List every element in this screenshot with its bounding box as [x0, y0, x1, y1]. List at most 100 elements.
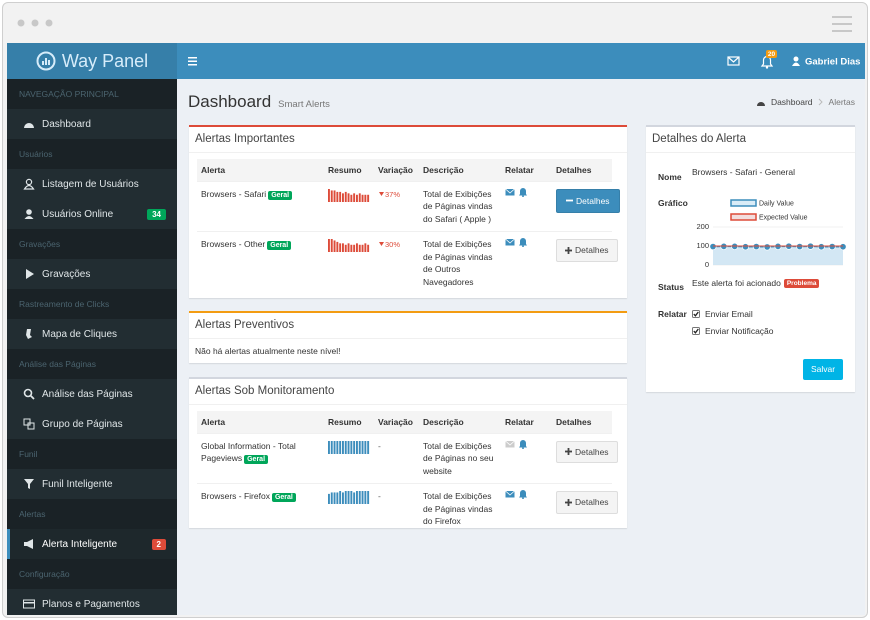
alert-name: Browsers - Other: [201, 239, 266, 249]
sidebar-item[interactable]: Listagem de Usuários: [7, 169, 177, 199]
sidebar-item[interactable]: Funil Inteligente: [7, 469, 177, 499]
variation: -: [378, 440, 381, 451]
report-icons: [505, 439, 527, 449]
spark-bar: [339, 491, 342, 504]
variation: 30%: [385, 240, 401, 249]
spark-bar: [333, 492, 336, 504]
option-label: Enviar Notificação: [705, 326, 774, 336]
box-title: Alertas Sob Monitoramento: [189, 379, 627, 405]
spark-bar: [356, 440, 358, 454]
details-button[interactable]: Detalhes: [556, 440, 618, 463]
spark-bar: [333, 240, 336, 252]
spark-bar: [344, 191, 347, 202]
page-subtitle: Smart Alerts: [278, 99, 330, 110]
icon-shape: [379, 191, 384, 196]
spark-bar: [367, 440, 370, 454]
field-label: Gráfico: [658, 198, 688, 208]
down-arrow: [379, 242, 384, 246]
user-name[interactable]: Gabriel Dias: [805, 57, 860, 68]
sidebar-item[interactable]: Gravações: [7, 259, 177, 289]
alert-row: Global Information - Total Pageviews Gera…: [197, 432, 618, 484]
icon-shape: [505, 188, 515, 195]
report-icons: [505, 187, 527, 197]
description: Total de Exibições de Páginas vindas do …: [419, 483, 501, 534]
spark-bar: [344, 440, 347, 454]
report-option[interactable]: Enviar Notificação: [692, 326, 774, 336]
spark-bar: [364, 243, 367, 252]
sidebar-item[interactable]: Planos e Pagamentos: [7, 589, 177, 615]
spark-bar: [328, 239, 330, 252]
spark-bar: [336, 440, 339, 454]
alert-row: Browsers - Other Geral 30% Total de Exibiçõ…: [197, 231, 618, 294]
sidebar-item[interactable]: Dashboard: [7, 109, 177, 139]
report-option[interactable]: Enviar Email: [692, 309, 753, 319]
spark-bar: [356, 491, 358, 504]
alert-tag: Geral: [271, 493, 296, 502]
report-icons: [505, 238, 527, 248]
column-header: Resumo: [324, 411, 374, 433]
logo[interactable]: Way Panel: [7, 43, 177, 79]
icon-shape: [24, 539, 33, 549]
spark-bar: [339, 243, 342, 252]
spark-bar: [364, 194, 367, 202]
spark-bar: [342, 440, 344, 454]
topbar-icons: 20 Gabriel Dias: [188, 50, 860, 69]
spark-bar: [347, 192, 350, 202]
variation: 37%: [385, 189, 401, 199]
sidebar-section: Gravações: [7, 229, 177, 259]
box-message: Não há alertas atualmente neste nível!: [195, 346, 341, 356]
page-header: Dashboard Smart Alerts: [188, 92, 330, 112]
sidebar-item[interactable]: Usuários Online 34: [7, 199, 177, 229]
spark-bar: [342, 243, 344, 252]
variation-cell: -: [374, 483, 419, 534]
sidebar-item[interactable]: Alerta Inteligente 2: [7, 529, 177, 559]
spark-bar: [330, 440, 333, 454]
icon-shape: [519, 238, 527, 246]
icon-shape: [23, 418, 31, 426]
details-button[interactable]: Detalhes: [556, 188, 620, 213]
button-icon: [565, 498, 572, 506]
spark-bar: [358, 491, 361, 504]
details-cell: Detalhes: [552, 483, 618, 534]
alert-row: Browsers - Firefox Geral - Total de Exibiçõ…: [197, 483, 618, 534]
sparkline: [328, 188, 370, 202]
alert-tag: Geral: [267, 241, 292, 250]
data-point: [741, 243, 750, 251]
report-cell: [501, 231, 552, 294]
status-line: Este alerta foi acionado Problema: [692, 278, 820, 288]
alert-name: Browsers - Safari - General: [692, 167, 795, 177]
save-button[interactable]: Salvar: [803, 359, 843, 380]
sidebar-item[interactable]: Grupo de Páginas: [7, 409, 177, 439]
series-area: [713, 246, 843, 265]
description: Total de Exibições de Páginas no seu web…: [419, 432, 501, 484]
notification-count: 20: [768, 51, 776, 58]
messages-icon[interactable]: [727, 56, 740, 66]
box-title: Detalhes do Alerta: [646, 127, 855, 153]
spark-bar: [361, 491, 364, 504]
details-button[interactable]: Detalhes: [556, 239, 618, 262]
details-button[interactable]: Detalhes: [556, 491, 618, 514]
sidebar-icon: [26, 329, 32, 339]
data-point: [763, 243, 771, 251]
breadcrumb-separator: [818, 98, 823, 106]
report-cell: [501, 180, 552, 232]
spark-bar: [361, 194, 364, 202]
sparkline-cell: [324, 180, 374, 232]
menu-toggle[interactable]: [188, 57, 197, 66]
icon-shape: [519, 187, 527, 195]
column-header: Relatar: [501, 159, 552, 181]
breadcrumb-item[interactable]: Dashboard: [770, 97, 813, 107]
sidebar-item[interactable]: Análise das Páginas: [7, 379, 177, 409]
description: Total de Exibições de Páginas vindas de …: [419, 231, 501, 294]
icon-shape: [26, 329, 32, 339]
variation-cell: 37%: [374, 180, 419, 232]
alert-name: Global Information - Total Pageviews: [201, 440, 296, 464]
icon-shape: [25, 178, 33, 186]
spark-bar: [333, 189, 336, 202]
user-icon: [792, 56, 800, 66]
sidebar-item[interactable]: Mapa de Cliques: [7, 319, 177, 349]
field-label: Nome: [658, 172, 682, 182]
notifications-icon[interactable]: [760, 50, 777, 69]
alert-cell: Global Information - Total Pageviews Gera…: [197, 432, 324, 484]
report-icons: [505, 490, 527, 500]
